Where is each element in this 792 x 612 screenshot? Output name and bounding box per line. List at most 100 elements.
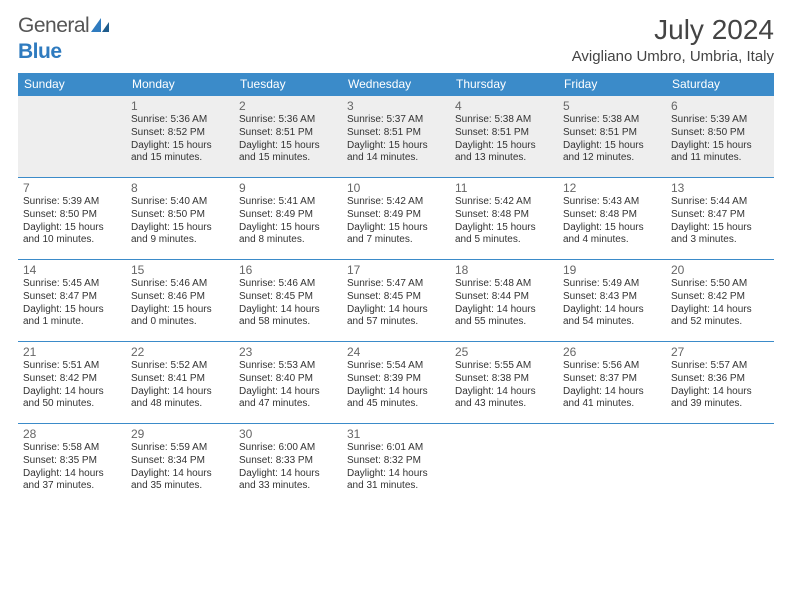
day-number: 7 bbox=[23, 181, 121, 195]
calendar-cell: 21Sunrise: 5:51 AMSunset: 8:42 PMDayligh… bbox=[18, 342, 126, 424]
day-info: Sunrise: 5:45 AMSunset: 8:47 PMDaylight:… bbox=[23, 278, 121, 329]
calendar-cell: 15Sunrise: 5:46 AMSunset: 8:46 PMDayligh… bbox=[126, 260, 234, 342]
day-info: Sunrise: 5:38 AMSunset: 8:51 PMDaylight:… bbox=[455, 114, 553, 165]
day-info: Sunrise: 5:59 AMSunset: 8:34 PMDaylight:… bbox=[131, 442, 229, 493]
calendar-cell bbox=[18, 96, 126, 178]
sail-icon bbox=[91, 14, 109, 38]
calendar-cell: 26Sunrise: 5:56 AMSunset: 8:37 PMDayligh… bbox=[558, 342, 666, 424]
calendar-cell: 20Sunrise: 5:50 AMSunset: 8:42 PMDayligh… bbox=[666, 260, 774, 342]
calendar-cell: 29Sunrise: 5:59 AMSunset: 8:34 PMDayligh… bbox=[126, 424, 234, 506]
day-number: 23 bbox=[239, 345, 337, 359]
calendar-cell: 17Sunrise: 5:47 AMSunset: 8:45 PMDayligh… bbox=[342, 260, 450, 342]
location-text: Avigliano Umbro, Umbria, Italy bbox=[572, 48, 774, 65]
day-header: Sunday bbox=[18, 73, 126, 96]
day-info: Sunrise: 5:46 AMSunset: 8:46 PMDaylight:… bbox=[131, 278, 229, 329]
day-info: Sunrise: 5:38 AMSunset: 8:51 PMDaylight:… bbox=[563, 114, 661, 165]
calendar-cell bbox=[666, 424, 774, 506]
day-info: Sunrise: 5:53 AMSunset: 8:40 PMDaylight:… bbox=[239, 360, 337, 411]
day-info: Sunrise: 5:54 AMSunset: 8:39 PMDaylight:… bbox=[347, 360, 445, 411]
day-header: Monday bbox=[126, 73, 234, 96]
day-info: Sunrise: 5:58 AMSunset: 8:35 PMDaylight:… bbox=[23, 442, 121, 493]
calendar-cell: 28Sunrise: 5:58 AMSunset: 8:35 PMDayligh… bbox=[18, 424, 126, 506]
day-info: Sunrise: 5:44 AMSunset: 8:47 PMDaylight:… bbox=[671, 196, 769, 247]
day-header: Thursday bbox=[450, 73, 558, 96]
day-number: 31 bbox=[347, 427, 445, 441]
day-header: Tuesday bbox=[234, 73, 342, 96]
day-info: Sunrise: 5:42 AMSunset: 8:49 PMDaylight:… bbox=[347, 196, 445, 247]
calendar-cell: 19Sunrise: 5:49 AMSunset: 8:43 PMDayligh… bbox=[558, 260, 666, 342]
day-info: Sunrise: 5:43 AMSunset: 8:48 PMDaylight:… bbox=[563, 196, 661, 247]
calendar-cell bbox=[450, 424, 558, 506]
brand-text: General Blue bbox=[18, 14, 109, 64]
day-number: 27 bbox=[671, 345, 769, 359]
day-number: 20 bbox=[671, 263, 769, 277]
calendar-row: 21Sunrise: 5:51 AMSunset: 8:42 PMDayligh… bbox=[18, 342, 774, 424]
day-number: 17 bbox=[347, 263, 445, 277]
calendar-cell: 11Sunrise: 5:42 AMSunset: 8:48 PMDayligh… bbox=[450, 178, 558, 260]
day-info: Sunrise: 6:00 AMSunset: 8:33 PMDaylight:… bbox=[239, 442, 337, 493]
day-info: Sunrise: 5:39 AMSunset: 8:50 PMDaylight:… bbox=[671, 114, 769, 165]
day-number: 9 bbox=[239, 181, 337, 195]
day-info: Sunrise: 5:42 AMSunset: 8:48 PMDaylight:… bbox=[455, 196, 553, 247]
calendar-cell: 22Sunrise: 5:52 AMSunset: 8:41 PMDayligh… bbox=[126, 342, 234, 424]
calendar-cell: 13Sunrise: 5:44 AMSunset: 8:47 PMDayligh… bbox=[666, 178, 774, 260]
day-info: Sunrise: 6:01 AMSunset: 8:32 PMDaylight:… bbox=[347, 442, 445, 493]
day-number: 28 bbox=[23, 427, 121, 441]
month-title: July 2024 bbox=[572, 14, 774, 46]
calendar-cell: 9Sunrise: 5:41 AMSunset: 8:49 PMDaylight… bbox=[234, 178, 342, 260]
calendar-row: 14Sunrise: 5:45 AMSunset: 8:47 PMDayligh… bbox=[18, 260, 774, 342]
day-number: 26 bbox=[563, 345, 661, 359]
day-info: Sunrise: 5:57 AMSunset: 8:36 PMDaylight:… bbox=[671, 360, 769, 411]
day-number: 25 bbox=[455, 345, 553, 359]
calendar-cell: 31Sunrise: 6:01 AMSunset: 8:32 PMDayligh… bbox=[342, 424, 450, 506]
day-info: Sunrise: 5:36 AMSunset: 8:51 PMDaylight:… bbox=[239, 114, 337, 165]
calendar-cell: 8Sunrise: 5:40 AMSunset: 8:50 PMDaylight… bbox=[126, 178, 234, 260]
calendar-cell: 6Sunrise: 5:39 AMSunset: 8:50 PMDaylight… bbox=[666, 96, 774, 178]
calendar-cell bbox=[558, 424, 666, 506]
calendar-cell: 1Sunrise: 5:36 AMSunset: 8:52 PMDaylight… bbox=[126, 96, 234, 178]
brand-part2: Blue bbox=[18, 40, 62, 63]
calendar-cell: 4Sunrise: 5:38 AMSunset: 8:51 PMDaylight… bbox=[450, 96, 558, 178]
calendar-cell: 3Sunrise: 5:37 AMSunset: 8:51 PMDaylight… bbox=[342, 96, 450, 178]
day-info: Sunrise: 5:41 AMSunset: 8:49 PMDaylight:… bbox=[239, 196, 337, 247]
title-block: July 2024 Avigliano Umbro, Umbria, Italy bbox=[572, 14, 774, 65]
day-info: Sunrise: 5:46 AMSunset: 8:45 PMDaylight:… bbox=[239, 278, 337, 329]
calendar-table: SundayMondayTuesdayWednesdayThursdayFrid… bbox=[18, 73, 774, 506]
calendar-cell: 27Sunrise: 5:57 AMSunset: 8:36 PMDayligh… bbox=[666, 342, 774, 424]
calendar-cell: 12Sunrise: 5:43 AMSunset: 8:48 PMDayligh… bbox=[558, 178, 666, 260]
day-info: Sunrise: 5:56 AMSunset: 8:37 PMDaylight:… bbox=[563, 360, 661, 411]
calendar-cell: 18Sunrise: 5:48 AMSunset: 8:44 PMDayligh… bbox=[450, 260, 558, 342]
day-info: Sunrise: 5:37 AMSunset: 8:51 PMDaylight:… bbox=[347, 114, 445, 165]
day-info: Sunrise: 5:36 AMSunset: 8:52 PMDaylight:… bbox=[131, 114, 229, 165]
calendar-cell: 16Sunrise: 5:46 AMSunset: 8:45 PMDayligh… bbox=[234, 260, 342, 342]
calendar-head: SundayMondayTuesdayWednesdayThursdayFrid… bbox=[18, 73, 774, 96]
day-number: 16 bbox=[239, 263, 337, 277]
day-header: Friday bbox=[558, 73, 666, 96]
day-number: 19 bbox=[563, 263, 661, 277]
day-info: Sunrise: 5:55 AMSunset: 8:38 PMDaylight:… bbox=[455, 360, 553, 411]
day-info: Sunrise: 5:47 AMSunset: 8:45 PMDaylight:… bbox=[347, 278, 445, 329]
calendar-cell: 2Sunrise: 5:36 AMSunset: 8:51 PMDaylight… bbox=[234, 96, 342, 178]
day-number: 10 bbox=[347, 181, 445, 195]
day-number: 5 bbox=[563, 99, 661, 113]
day-number: 22 bbox=[131, 345, 229, 359]
calendar-cell: 24Sunrise: 5:54 AMSunset: 8:39 PMDayligh… bbox=[342, 342, 450, 424]
calendar-cell: 23Sunrise: 5:53 AMSunset: 8:40 PMDayligh… bbox=[234, 342, 342, 424]
day-number: 18 bbox=[455, 263, 553, 277]
brand-part1: General bbox=[18, 14, 89, 37]
day-number: 6 bbox=[671, 99, 769, 113]
brand-logo: General Blue bbox=[18, 14, 109, 64]
day-number: 15 bbox=[131, 263, 229, 277]
day-number: 3 bbox=[347, 99, 445, 113]
day-number: 29 bbox=[131, 427, 229, 441]
header: General Blue July 2024 Avigliano Umbro, U… bbox=[18, 14, 774, 65]
day-number: 11 bbox=[455, 181, 553, 195]
calendar-cell: 10Sunrise: 5:42 AMSunset: 8:49 PMDayligh… bbox=[342, 178, 450, 260]
day-number: 13 bbox=[671, 181, 769, 195]
day-number: 21 bbox=[23, 345, 121, 359]
calendar-cell: 14Sunrise: 5:45 AMSunset: 8:47 PMDayligh… bbox=[18, 260, 126, 342]
calendar-cell: 30Sunrise: 6:00 AMSunset: 8:33 PMDayligh… bbox=[234, 424, 342, 506]
day-number: 1 bbox=[131, 99, 229, 113]
calendar-row: 1Sunrise: 5:36 AMSunset: 8:52 PMDaylight… bbox=[18, 96, 774, 178]
day-number: 2 bbox=[239, 99, 337, 113]
